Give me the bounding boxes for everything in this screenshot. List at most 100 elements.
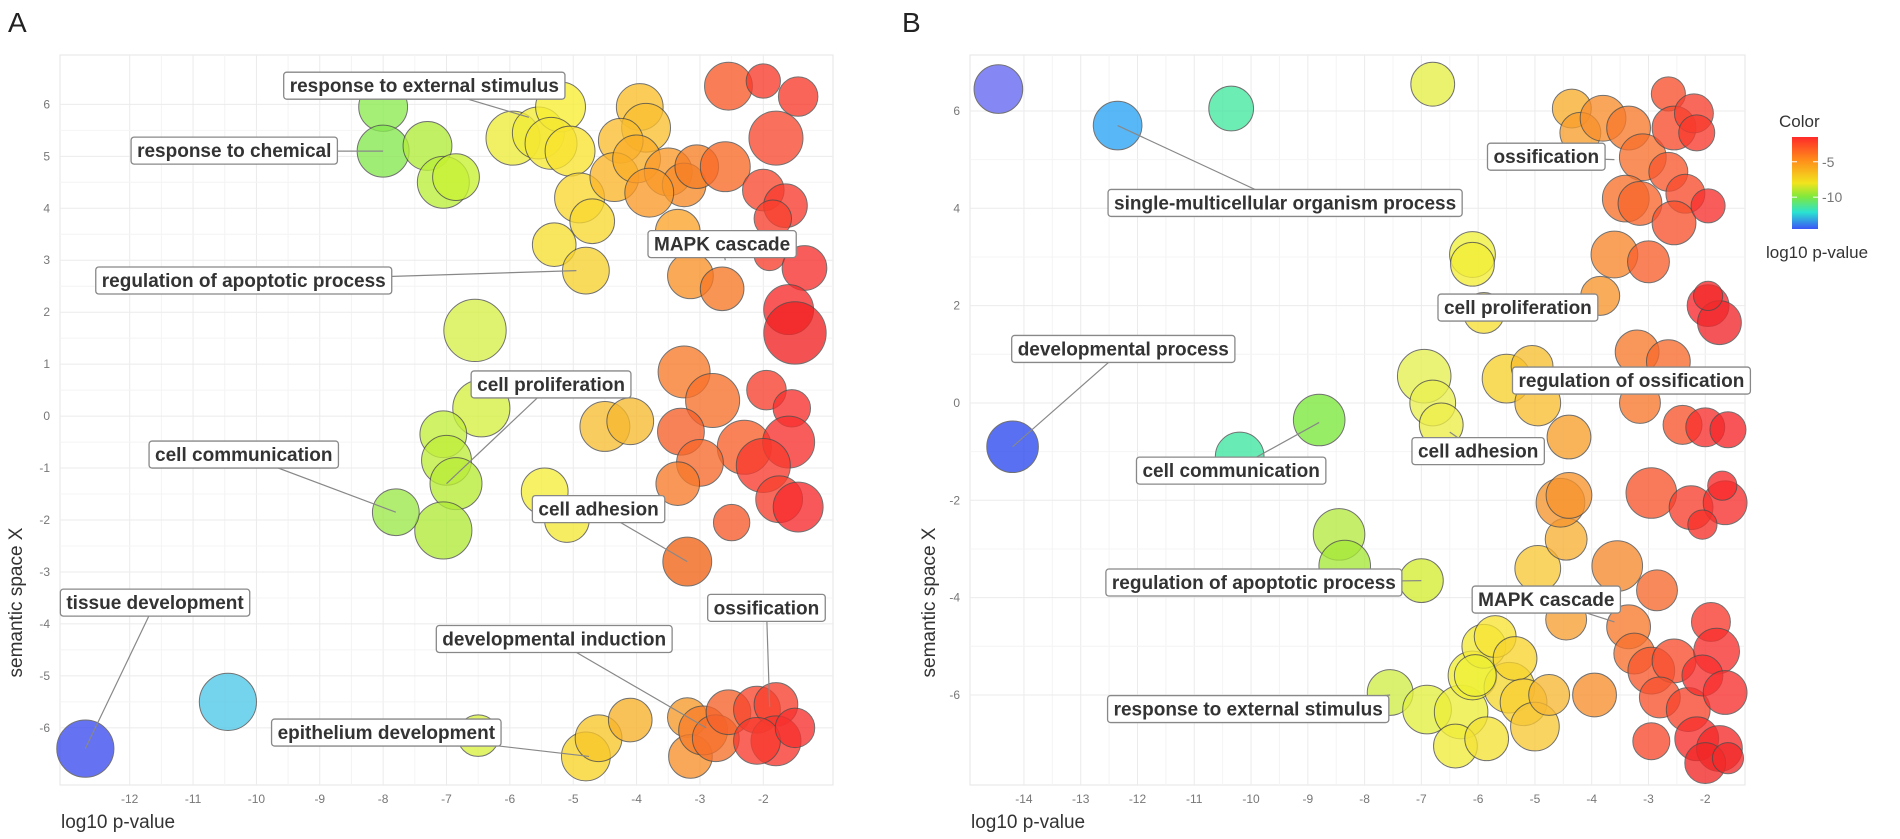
bubble[interactable]	[1450, 241, 1495, 287]
bubble[interactable]	[607, 697, 653, 743]
bubble[interactable]	[712, 503, 751, 542]
bubble[interactable]	[1678, 114, 1716, 152]
label-leader-line	[446, 384, 552, 485]
bubble[interactable]	[1208, 85, 1255, 132]
term-label: developmental induction	[442, 630, 666, 651]
y-tick-label: 4	[953, 201, 960, 215]
term-label: single-multicellular organism process	[1114, 193, 1456, 214]
y-tick-label: -5	[39, 669, 50, 683]
x-tick-label: -7	[1416, 792, 1427, 806]
bubble[interactable]	[198, 672, 257, 731]
term-label: regulation of apoptotic process	[1112, 573, 1396, 594]
label-leader-line	[1012, 348, 1124, 448]
bubble[interactable]	[1702, 670, 1748, 715]
bubble[interactable]	[1711, 742, 1745, 775]
bubble[interactable]	[685, 372, 741, 429]
x-tick-label: -4	[1586, 792, 1597, 806]
bubble[interactable]	[1636, 569, 1678, 612]
bubble[interactable]	[745, 63, 781, 99]
bubble[interactable]	[429, 457, 483, 511]
x-tick-label: -8	[378, 792, 389, 806]
x-tick-label: -10	[1242, 792, 1260, 806]
chart-panel-b: -14 -13 -12 -11 -10 -9 -8 -7 -6 -5 -4 -3 -2 -6 -4 -2 0 2 4…	[919, 54, 1752, 833]
bubble[interactable]	[569, 198, 616, 245]
bubble[interactable]	[772, 481, 824, 533]
label-leader-line	[765, 608, 771, 708]
bubble[interactable]	[1464, 716, 1510, 762]
x-tick-label: -4	[631, 792, 642, 806]
bubble[interactable]	[1453, 654, 1497, 697]
bubble[interactable]	[432, 153, 480, 201]
y-tick-label: 1	[43, 357, 50, 371]
y-tick-label: 3	[43, 253, 50, 267]
bubble[interactable]	[774, 707, 816, 749]
bubble[interactable]	[1690, 188, 1726, 224]
x-tick-label: -12	[1129, 792, 1147, 806]
bubble[interactable]	[777, 76, 819, 117]
bubble[interactable]	[699, 266, 745, 312]
bubble[interactable]	[1709, 411, 1747, 449]
term-label-box	[270, 718, 502, 747]
term-labels: response to external stimulus response to…	[59, 71, 826, 758]
y-tick-label: -1	[39, 461, 50, 475]
x-tick-label: -2	[1700, 792, 1711, 806]
term-label-box	[59, 588, 251, 617]
bubble[interactable]	[704, 61, 753, 111]
bubble[interactable]	[1492, 636, 1538, 681]
bubble[interactable]	[443, 298, 507, 363]
bubble[interactable]	[1692, 280, 1724, 311]
bubble[interactable]	[531, 222, 577, 267]
bubble[interactable]	[1528, 674, 1571, 716]
x-tick-label: -10	[248, 792, 266, 806]
x-tick-label: -2	[758, 792, 769, 806]
x-tick-label: -5	[568, 792, 579, 806]
bubble[interactable]	[1707, 470, 1738, 501]
y-tick-label: -4	[949, 591, 960, 605]
term-label: tissue development	[66, 593, 244, 614]
bubble[interactable]	[733, 716, 781, 765]
x-tick-label: -6	[505, 792, 516, 806]
x-tick-label: -12	[121, 792, 139, 806]
term-label-box	[1471, 585, 1622, 614]
bubble[interactable]	[1545, 472, 1593, 519]
bubble[interactable]	[655, 461, 701, 506]
term-label-box	[1411, 436, 1545, 466]
bubble[interactable]	[1292, 393, 1346, 447]
bubble[interactable]	[763, 301, 827, 365]
x-tick-label: -3	[695, 792, 706, 806]
term-label: response to chemical	[137, 141, 331, 162]
legend-scale-label: log10 p-value	[1766, 243, 1868, 262]
bubble[interactable]	[973, 64, 1024, 114]
bubble[interactable]	[1651, 200, 1697, 246]
term-label: regulation of ossification	[1518, 371, 1744, 392]
term-label: MAPK cascade	[1478, 590, 1614, 611]
bubble[interactable]	[1092, 100, 1143, 151]
legend-title: Color	[1779, 112, 1820, 131]
term-label-box	[1135, 456, 1327, 485]
bubble[interactable]	[1632, 722, 1671, 761]
bubble[interactable]	[1410, 61, 1456, 107]
bubble[interactable]	[606, 397, 655, 446]
term-label: cell adhesion	[1418, 442, 1538, 463]
bubble[interactable]	[1591, 540, 1644, 592]
y-tick-label: 2	[43, 305, 50, 319]
term-label: epithelium development	[278, 723, 496, 744]
bubble[interactable]	[624, 167, 675, 218]
term-labels: ossification single-multicellular organis…	[1011, 125, 1752, 724]
bubble[interactable]	[414, 501, 473, 560]
term-label: cell adhesion	[538, 500, 658, 521]
bubble[interactable]	[1572, 672, 1617, 718]
color-legend: Color -5 -10 log10 p-value	[1766, 112, 1868, 262]
bubble[interactable]	[544, 125, 596, 177]
y-axis-title: semantic space X	[919, 527, 940, 677]
bubble[interactable]	[1627, 240, 1670, 284]
bubble[interactable]	[1617, 181, 1663, 226]
x-tick-label: -3	[1643, 792, 1654, 806]
legend-tick-label: -10	[1822, 189, 1842, 205]
x-tick-label: -11	[1186, 792, 1203, 806]
bubble[interactable]	[1687, 509, 1718, 540]
bubble[interactable]	[748, 110, 804, 166]
y-tick-label: 4	[43, 201, 50, 215]
bubble[interactable]	[699, 141, 751, 193]
bubble[interactable]	[1546, 414, 1592, 460]
